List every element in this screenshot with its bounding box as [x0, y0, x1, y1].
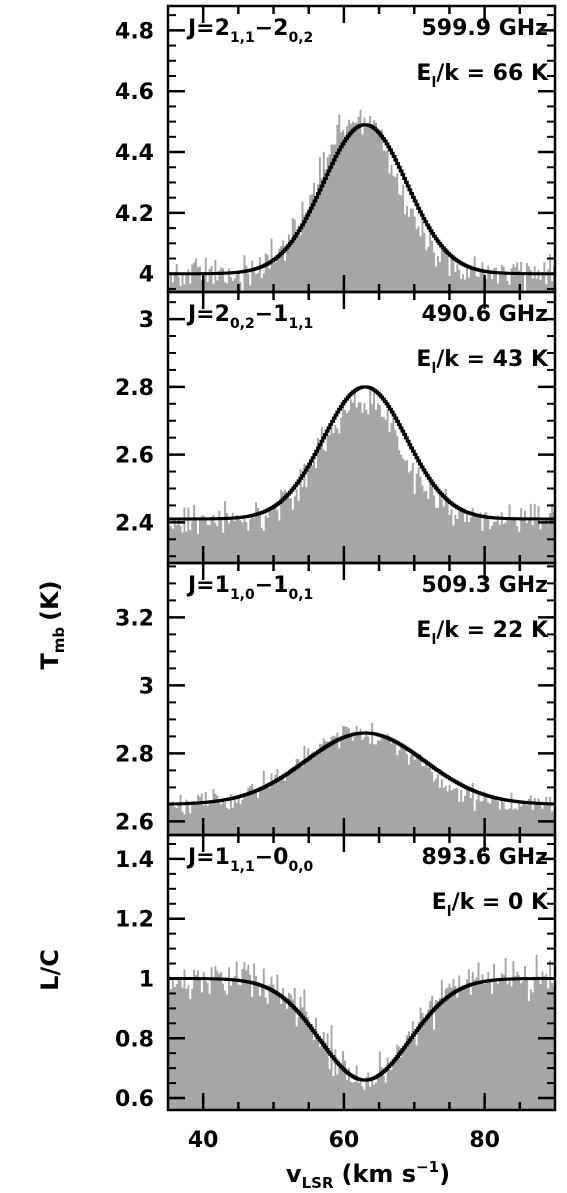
- transition-label-sub-lower: 0,2: [289, 30, 314, 46]
- frequency-label: 509.3 GHz: [421, 573, 548, 598]
- observed-spectrum: [168, 109, 555, 292]
- transition-label-prefix: J=1: [186, 573, 230, 598]
- transition-label-sub-lower: 0,0: [289, 859, 314, 875]
- y-axis-title-tmb-main: T: [36, 653, 64, 670]
- energy-label-sub: l: [431, 632, 436, 648]
- x-tick-label: 40: [188, 1128, 219, 1153]
- x-tick-label: 80: [469, 1128, 500, 1153]
- panel-4: 0.6 0.8 1 1.2 1.4 J=11,1−00,0 893.6 GHz El/k = …: [115, 833, 557, 1112]
- y-tick-label: 2.6: [115, 810, 154, 835]
- transition-label-mid: −1: [255, 302, 289, 327]
- energy-label-post: /k = 22 K: [436, 618, 549, 643]
- transition-label-prefix: J=2: [186, 16, 230, 41]
- y-tick-label: 1.4: [115, 848, 154, 873]
- energy-label-pre: E: [416, 618, 431, 643]
- transition-label-mid: −2: [255, 16, 289, 41]
- y-axis-title-lc: L/C: [36, 949, 64, 991]
- transition-label-mid: −1: [255, 573, 289, 598]
- energy-label-sub: l: [431, 75, 436, 91]
- y-tick-label: 4.8: [115, 19, 154, 44]
- transition-label: J=11,1−00,0: [186, 845, 314, 875]
- transition-label-sub-upper: 1,0: [230, 587, 255, 603]
- energy-label: El/k = 22 K: [416, 618, 549, 648]
- transition-label: J=11,0−10,1: [186, 573, 313, 603]
- frequency-label: 893.6 GHz: [421, 845, 548, 870]
- observed-spectrum: [168, 723, 555, 835]
- observed-spectrum: [168, 954, 555, 1110]
- y-tick-label: 0.8: [115, 1027, 154, 1052]
- energy-label: El/k = 0 K: [432, 890, 549, 920]
- energy-label-post: /k = 43 K: [436, 347, 549, 372]
- panel-frame: [166, 833, 557, 1112]
- y-tick-label: 2.4: [115, 511, 154, 536]
- y-axis-title-tmb-unit: (K): [36, 580, 64, 621]
- x-axis-title-unit-sup: −1: [416, 1158, 439, 1176]
- energy-label-pre: E: [416, 347, 431, 372]
- y-tick-label: 4.6: [115, 80, 154, 105]
- y-tick-label: 0.6: [115, 1087, 154, 1112]
- x-axis-title-unit-close: ): [439, 1160, 450, 1188]
- energy-label-pre: E: [416, 61, 431, 86]
- gaussian-fit-line: [168, 731, 555, 806]
- panel-2: 2.4 2.6 2.8 3 J=20,2−11,1 490.6 GHz El/k = 43 …: [115, 290, 557, 565]
- x-tick-label: 60: [329, 1128, 360, 1153]
- gaussian-fit-line: [168, 385, 555, 521]
- panel-3: 2.6 2.8 3 3.2 J=11,0−10,1 509.3 GHz El/k = 22 …: [115, 561, 557, 837]
- y-tick-label: 2.8: [115, 376, 154, 401]
- y-tick-label: 3: [139, 308, 154, 333]
- y-tick-label: 1.2: [115, 908, 154, 933]
- y-axis-title-tmb-sub: mb: [50, 627, 68, 654]
- y-tick-label: 4.2: [115, 202, 154, 227]
- gaussian-fit-line: [168, 123, 555, 276]
- energy-label-pre: E: [432, 890, 447, 915]
- transition-label-sub-lower: 1,1: [289, 316, 314, 332]
- transition-label-prefix: J=2: [186, 302, 230, 327]
- x-axis-title-sub: LSR: [302, 1174, 334, 1192]
- transition-label-mid: −0: [255, 845, 289, 870]
- y-tick-label: 3.2: [115, 606, 154, 631]
- energy-label-sub: l: [431, 361, 436, 377]
- observed-spectrum: [168, 390, 555, 563]
- energy-label: El/k = 43 K: [416, 347, 549, 377]
- frequency-label: 599.9 GHz: [421, 16, 548, 41]
- energy-label-sub: l: [447, 904, 452, 920]
- y-tick-label: 2.8: [115, 742, 154, 767]
- y-tick-label: 1: [139, 967, 154, 992]
- transition-label-sub-lower: 0,1: [289, 587, 314, 603]
- transition-label-sub-upper: 1,1: [230, 859, 255, 875]
- transition-label-sub-upper: 1,1: [230, 30, 255, 46]
- x-axis-title-main: v: [286, 1160, 302, 1188]
- transition-label: J=20,2−11,1: [186, 302, 313, 332]
- y-tick-label: 4.4: [115, 141, 154, 166]
- energy-label: El/k = 66 K: [416, 61, 549, 91]
- transition-label-sub-upper: 0,2: [230, 316, 255, 332]
- y-axis-title-tmb: Tmb (K): [36, 580, 68, 669]
- transition-label-prefix: J=1: [186, 845, 230, 870]
- energy-label-post: /k = 66 K: [436, 61, 549, 86]
- y-tick-label: 3: [139, 674, 154, 699]
- x-axis-title: vLSR (km s−1): [286, 1158, 450, 1192]
- y-tick-label: 4: [139, 263, 154, 288]
- energy-label-post: /k = 0 K: [452, 890, 549, 915]
- frequency-label: 490.6 GHz: [421, 302, 548, 327]
- y-tick-label: 2.6: [115, 444, 154, 469]
- panel-1: 4 4.2 4.4 4.6 4.8 J=21,1−20,2 599.9 GHz El/k = …: [115, 4, 557, 294]
- gaussian-fit-line: [168, 976, 555, 1082]
- transition-label: J=21,1−20,2: [186, 16, 313, 46]
- x-axis-title-unit: (km s: [342, 1160, 417, 1188]
